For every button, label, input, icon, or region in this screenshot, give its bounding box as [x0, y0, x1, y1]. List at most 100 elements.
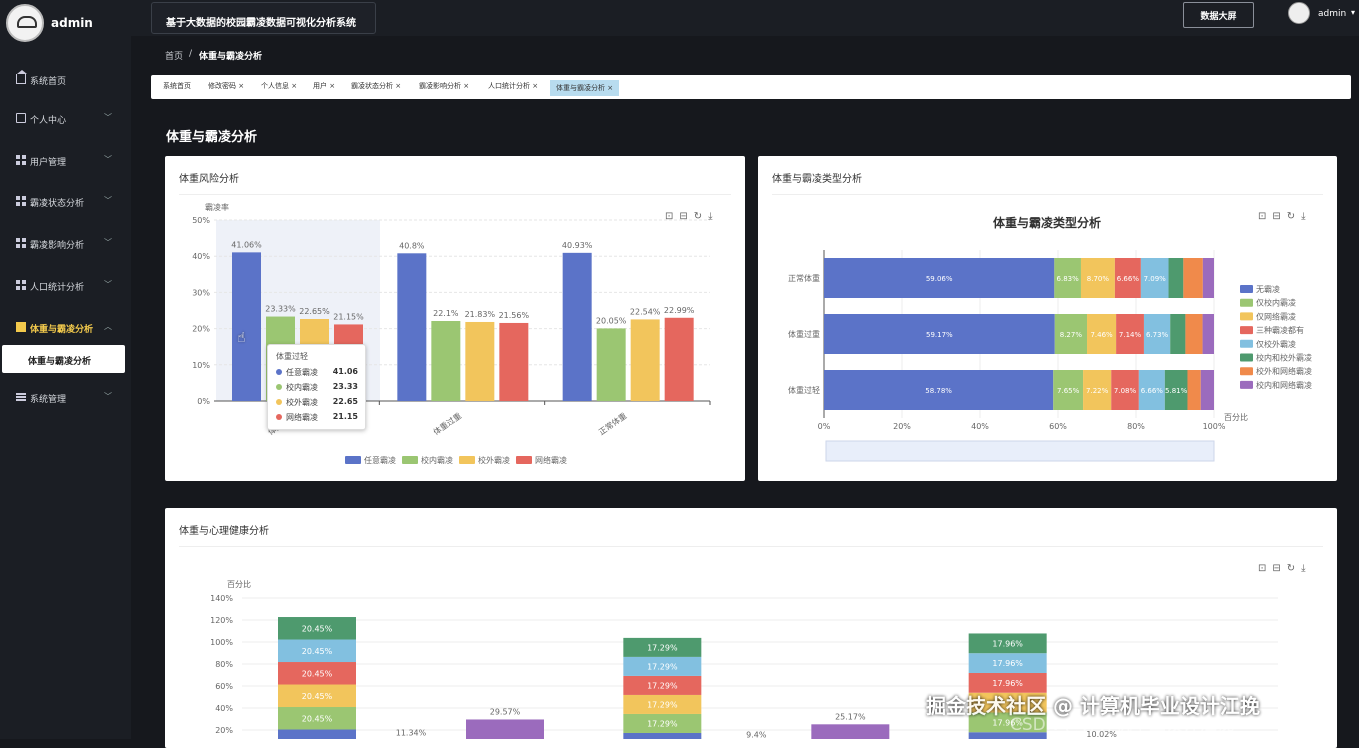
tab-change-password[interactable]: 修改密码 ×: [208, 82, 245, 90]
breadcrumb-home[interactable]: 首页: [165, 52, 184, 62]
bar-segment: [968, 732, 1047, 739]
card-title: 体重与霸凌类型分析: [772, 174, 862, 185]
legend-dot: [276, 414, 282, 420]
sidebar-item-demographics[interactable]: 人口统计分析 ﹀: [0, 274, 131, 298]
tab-demographics[interactable]: 人口统计分析 ×: [488, 82, 539, 90]
divider: [179, 194, 731, 195]
tab-bully-impact[interactable]: 霸凌影响分析 ×: [419, 82, 470, 90]
top-bar: 基于大数据的校园霸凌数据可视化分析系统 数据大屏 admin ▾: [131, 0, 1359, 36]
data-label: 17.29%: [647, 662, 678, 671]
breadcrumb: 首页 / 体重与霸凌分析: [152, 44, 1352, 66]
tooltip-row: 网络霸凌 21.15: [276, 412, 362, 423]
data-label: 22.99%: [664, 306, 695, 315]
tab-users[interactable]: 用户 ×: [313, 82, 336, 90]
chevron-down-icon: ﹀: [104, 196, 112, 205]
data-label: 22.1%: [433, 309, 459, 318]
bar: [232, 252, 261, 401]
data-label: 20.45%: [302, 692, 333, 701]
grid-icon: [16, 238, 26, 248]
bar-segment: [1183, 258, 1203, 298]
caret-down-icon[interactable]: ▾: [1351, 8, 1356, 17]
sidebar-subitem-weight-bully[interactable]: 体重与霸凌分析: [2, 345, 125, 373]
hand-cursor-icon: ☝: [237, 330, 246, 346]
y-tick-label: 80%: [215, 660, 233, 669]
tab-home[interactable]: 系统首页: [163, 82, 191, 90]
data-label: 7.09%: [1144, 275, 1167, 283]
bigscreen-button[interactable]: 数据大屏: [1183, 2, 1254, 28]
avatar[interactable]: [1288, 2, 1310, 24]
sidebar-item-users[interactable]: 用户管理 ﹀: [0, 149, 131, 173]
tab-weight-bully[interactable]: 体重与霸凌分析 ×: [550, 80, 620, 96]
download-icon[interactable]: ⤓: [1301, 563, 1312, 574]
legend-label: 仅校内霸凌: [1256, 298, 1296, 308]
tooltip-value: 22.65: [332, 397, 358, 406]
x-tick-label: 20%: [893, 422, 911, 431]
bar-segment: [968, 653, 1047, 673]
chart-toolbox: ⊡⊟↻⤓: [665, 211, 719, 222]
bar-segment: [1114, 258, 1141, 298]
bar-segment: [968, 633, 1047, 654]
x-tick-label: 80%: [1127, 422, 1145, 431]
download-icon[interactable]: ⤓: [708, 211, 719, 222]
sidebar-item-home[interactable]: 系统首页: [0, 68, 131, 92]
zoom-icon[interactable]: ⊡: [1258, 563, 1273, 574]
sidebar-item-label: 系统管理: [30, 395, 67, 405]
y-tick-label: 20%: [215, 726, 233, 735]
legend-swatch: [1240, 326, 1253, 335]
tab-bully-status[interactable]: 霸凌状态分析 ×: [351, 82, 402, 90]
legend-label: 仅网络霸凌: [1256, 311, 1296, 321]
sidebar-item-profile[interactable]: 个人中心 ﹀: [0, 107, 131, 131]
sidebar-item-label: 个人中心: [30, 116, 67, 126]
data-label: 59.17%: [926, 331, 953, 339]
tab-personal-info[interactable]: 个人信息 ×: [261, 82, 298, 90]
data-label: 20.45%: [302, 647, 333, 656]
bar: [630, 319, 660, 401]
legend-label: 校外霸凌: [478, 455, 510, 465]
bar-segment: [1140, 258, 1169, 298]
zoom-reset-icon[interactable]: ⊟: [1272, 211, 1287, 222]
restore-icon[interactable]: ↻: [1286, 563, 1302, 574]
sidebar-item-bully-status[interactable]: 霸凌状态分析 ﹀: [0, 190, 131, 214]
bar-segment: [1087, 314, 1117, 354]
data-label: 17.29%: [647, 700, 678, 709]
y-tick-label: 60%: [215, 682, 233, 691]
y-tick-label: 40%: [192, 252, 210, 261]
data-label: 5.81%: [1165, 387, 1188, 395]
zoom-icon[interactable]: ⊡: [665, 211, 680, 222]
y-tick-label: 0%: [197, 397, 210, 406]
bar-segment: [824, 370, 1054, 410]
sidebar-item-label: 系统首页: [30, 77, 67, 87]
zoom-icon[interactable]: ⊡: [1258, 211, 1273, 222]
restore-icon[interactable]: ↻: [693, 211, 709, 222]
y-tick-label: 30%: [192, 288, 210, 297]
zoom-reset-icon[interactable]: ⊟: [679, 211, 694, 222]
sidebar-item-bully-impact[interactable]: 霸凌影响分析 ﹀: [0, 232, 131, 256]
system-title: 基于大数据的校园霸凌数据可视化分析系统: [166, 18, 356, 29]
bar-segment: [1187, 370, 1201, 410]
zoom-reset-icon[interactable]: ⊟: [1272, 563, 1287, 574]
data-label: 11.34%: [396, 729, 427, 738]
bar-segment: [1054, 314, 1088, 354]
sidebar-item-weight-bully[interactable]: 体重与霸凌分析 ︿: [0, 316, 131, 340]
data-label: 17.29%: [647, 681, 678, 690]
restore-icon[interactable]: ↻: [1286, 211, 1302, 222]
download-icon[interactable]: ⤓: [1301, 211, 1312, 222]
bar-segment: [623, 732, 702, 739]
tab-strip: 系统首页 修改密码 × 个人信息 × 用户 × 霸凌状态分析 × 霸凌影响分析 …: [151, 75, 1351, 99]
data-label: 6.66%: [1117, 275, 1140, 283]
data-label: 17.96%: [992, 659, 1023, 668]
legend-swatch: [516, 456, 532, 464]
sidebar-item-label: 用户管理: [30, 158, 67, 168]
data-label: 7.46%: [1090, 331, 1113, 339]
legend-swatch: [1240, 353, 1253, 362]
legend-label: 校外和网络霸凌: [1256, 366, 1312, 376]
top-username[interactable]: admin: [1318, 9, 1347, 19]
card-weight-risk: 体重风险分析 ⊡⊟↻⤓ 霸凌率 50% 40% 30% 20% 10% 0% 41.06% 23…: [165, 156, 745, 481]
bar-segment: [1116, 314, 1144, 354]
bar-segment: [1170, 314, 1186, 354]
y-tick-label: 40%: [215, 704, 233, 713]
system-title-box: 基于大数据的校园霸凌数据可视化分析系统: [151, 2, 376, 34]
data-label: 17.96%: [992, 679, 1023, 688]
x-tick-label: 60%: [1049, 422, 1067, 431]
sidebar-item-system[interactable]: 系统管理 ﹀: [0, 386, 131, 410]
